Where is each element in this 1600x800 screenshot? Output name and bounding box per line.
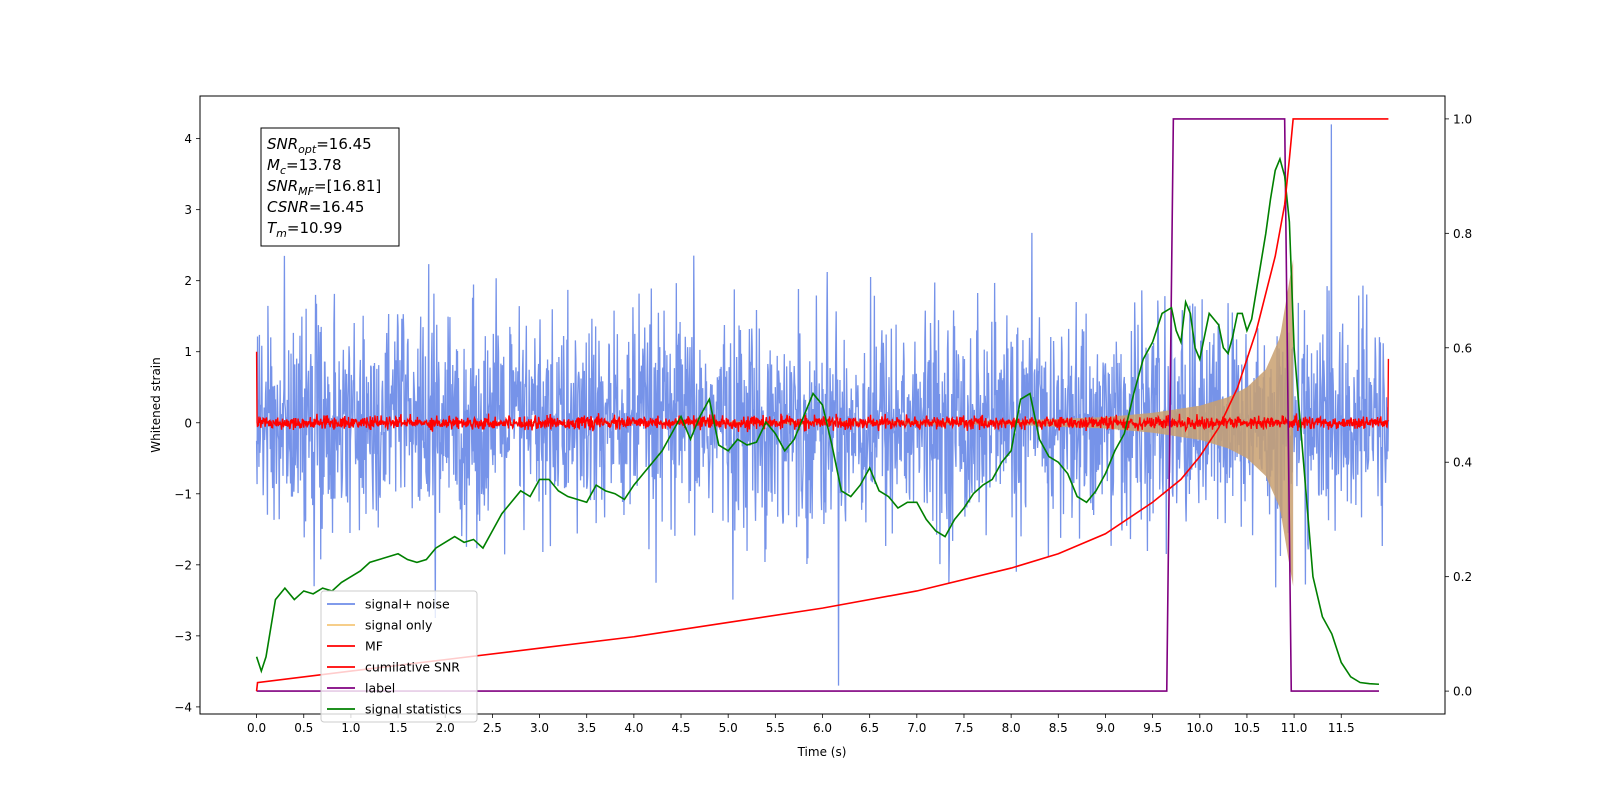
x-tick-label: 4.0 (624, 721, 643, 735)
series-mf-line (255, 351, 1390, 433)
y-tick-label: 0 (184, 416, 192, 430)
y2-tick-label: 0.8 (1453, 227, 1472, 241)
legend-label: signal only (365, 618, 433, 633)
x-tick-label: 0.0 (247, 721, 266, 735)
info-line: CSNR=16.45 (267, 198, 364, 216)
x-tick-label: 2.0 (436, 721, 455, 735)
x-tick-label: 8.5 (1049, 721, 1068, 735)
y-tick-label: −2 (174, 558, 192, 572)
series-cumulative-snr-line (255, 118, 1389, 692)
y-tick-label: 1 (184, 345, 192, 359)
series-layer (255, 118, 1390, 692)
x-axis-title: Time (s) (797, 745, 847, 759)
y-tick-label: 3 (184, 203, 192, 217)
legend-frame (320, 590, 478, 723)
x-tick-label: 1.0 (341, 721, 360, 735)
y-axis-title: Whitened strain (149, 357, 163, 453)
y2-tick-label: 0.6 (1453, 341, 1472, 355)
info-line: Mc=13.78 (267, 156, 342, 177)
y2-tick-label: 0.2 (1453, 570, 1472, 584)
y-tick-label: 2 (184, 274, 192, 288)
x-tick-label: 2.5 (483, 721, 502, 735)
info-line: Tm=10.99 (267, 219, 342, 240)
x-tick-label: 10.5 (1234, 721, 1261, 735)
x-tick-label: 10.0 (1186, 721, 1213, 735)
x-axis: 0.0 0.5 1.0 1.5 2.0 2.5 3.0 3.5 4.0 4.5 5.0 5.5 6.0 6… (247, 714, 1355, 735)
y2-tick-label: 0.4 (1453, 456, 1472, 470)
x-tick-label: 9.5 (1143, 721, 1162, 735)
x-tick-label: 11.5 (1328, 721, 1355, 735)
x-tick-label: 9.0 (1096, 721, 1115, 735)
legend-label: label (365, 681, 395, 696)
y-axis-right: 0.0 0.2 0.4 0.6 0.8 1.0 (1445, 112, 1472, 699)
y2-tick-label: 0.0 (1453, 685, 1472, 699)
x-tick-label: 0.5 (294, 721, 313, 735)
series-signal-statistics-line (255, 156, 1380, 686)
y2-tick-label: 1.0 (1453, 112, 1472, 126)
y-axis-left: −4 −3 −2 −1 0 1 2 3 4 (174, 132, 200, 714)
info-box-frame (260, 127, 400, 247)
y-tick-label: −3 (174, 629, 192, 643)
x-tick-label: 3.5 (577, 721, 596, 735)
x-tick-label: 8.0 (1002, 721, 1021, 735)
legend-label: cumilative SNR (365, 660, 460, 675)
info-line: SNRopt=16.45 (267, 135, 372, 156)
x-tick-label: 6.0 (813, 721, 832, 735)
x-tick-label: 3.0 (530, 721, 549, 735)
x-tick-label: 7.5 (954, 721, 973, 735)
x-tick-label: 5.5 (766, 721, 785, 735)
y-tick-label: −4 (174, 700, 192, 714)
y-tick-label: −1 (174, 487, 192, 501)
legend-label: signal statistics (365, 702, 462, 717)
x-tick-label: 5.0 (719, 721, 738, 735)
info-annotation-box: SNRopt=16.45Mc=13.78SNRMF=[16.81]CSNR=16… (260, 127, 400, 247)
x-tick-label: 7.0 (907, 721, 926, 735)
legend-label: signal+ noise (365, 597, 450, 612)
info-line: SNRMF=[16.81] (267, 177, 381, 198)
x-tick-label: 6.5 (860, 721, 879, 735)
series-label-line (256, 118, 1379, 692)
legend: signal+ noise signal only MF cumilative SNR… (320, 590, 478, 723)
legend-label: MF (365, 639, 383, 654)
y-tick-label: 4 (184, 132, 192, 146)
x-tick-label: 4.5 (671, 721, 690, 735)
x-tick-label: 1.5 (389, 721, 408, 735)
x-tick-label: 11.0 (1281, 721, 1308, 735)
